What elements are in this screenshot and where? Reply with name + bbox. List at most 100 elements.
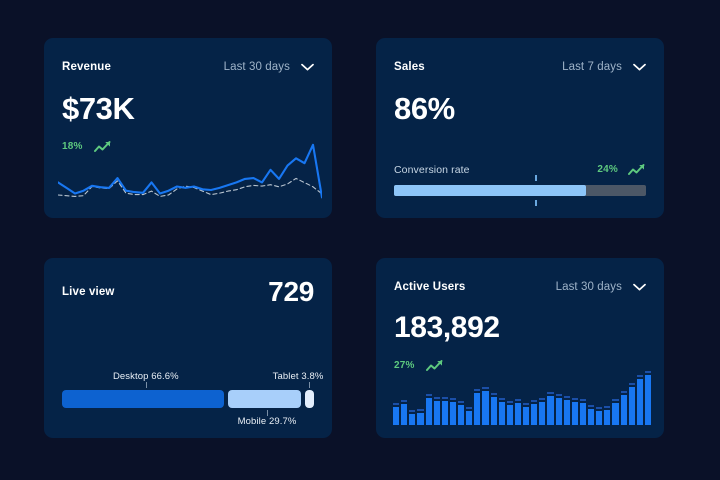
revenue-range-picker[interactable]: Last 30 days bbox=[224, 61, 314, 73]
bar-cap bbox=[409, 409, 416, 412]
bar-column bbox=[425, 367, 432, 425]
bar-column bbox=[563, 367, 570, 425]
active-users-bar-chart bbox=[393, 367, 651, 425]
bar-cap bbox=[490, 392, 497, 395]
progress-marker-bottom bbox=[535, 200, 538, 206]
trend-up-arrow-icon bbox=[628, 163, 646, 176]
progress-fill bbox=[394, 185, 586, 196]
bar-cap bbox=[482, 386, 489, 389]
bar-column bbox=[441, 367, 448, 425]
active-users-range-picker[interactable]: Last 30 days bbox=[556, 281, 646, 293]
bar-cap bbox=[514, 399, 521, 402]
traffic-segment-tick bbox=[267, 410, 269, 416]
bar-body bbox=[531, 404, 538, 425]
chevron-down-icon bbox=[301, 63, 314, 71]
revenue-card: Revenue Last 30 days $73K 18% bbox=[44, 38, 332, 218]
active-users-metric-value: 183,892 bbox=[394, 311, 500, 344]
bar-cap bbox=[563, 396, 570, 399]
trend-up-arrow-icon bbox=[425, 359, 444, 372]
bar-cap bbox=[393, 403, 400, 406]
conversion-rate-percent: 24% bbox=[597, 164, 618, 175]
revenue-card-header: Revenue Last 30 days bbox=[62, 58, 314, 76]
bar-column bbox=[523, 367, 530, 425]
conversion-rate-trend: 24% bbox=[597, 163, 646, 176]
active-users-card: Active Users Last 30 days 183,892 27% bbox=[376, 258, 664, 438]
revenue-range-label: Last 30 days bbox=[223, 61, 290, 73]
revenue-trend: 18% bbox=[62, 139, 314, 153]
bar-cap bbox=[441, 396, 448, 399]
bar-cap bbox=[588, 405, 595, 408]
bar-body bbox=[604, 410, 611, 425]
traffic-segment-label: Tablet 3.8% bbox=[272, 371, 324, 382]
bar-column bbox=[620, 367, 627, 425]
traffic-segment-label: Mobile 29.7% bbox=[237, 416, 297, 427]
traffic-split-bar bbox=[62, 390, 314, 408]
bar-column bbox=[612, 367, 619, 425]
bar-body bbox=[571, 402, 578, 425]
sales-range-picker[interactable]: Last 7 days bbox=[562, 61, 646, 73]
bar-body bbox=[555, 397, 562, 425]
bar-body bbox=[449, 402, 456, 425]
sales-card-title: Sales bbox=[394, 61, 425, 73]
bar-cap bbox=[579, 399, 586, 402]
bar-column bbox=[506, 367, 513, 425]
bar-body bbox=[636, 379, 643, 425]
revenue-metric-value: $73K bbox=[62, 91, 135, 126]
traffic-segment[interactable] bbox=[228, 390, 301, 408]
conversion-rate-progress-bar[interactable] bbox=[394, 175, 646, 206]
bar-cap bbox=[612, 399, 619, 402]
bar-column bbox=[474, 367, 481, 425]
bar-cap bbox=[417, 408, 424, 411]
chevron-down-icon bbox=[633, 63, 646, 71]
bar-cap bbox=[547, 391, 554, 394]
traffic-segment[interactable] bbox=[304, 390, 314, 408]
bar-cap bbox=[555, 393, 562, 396]
revenue-card-title: Revenue bbox=[62, 61, 111, 73]
bar-cap bbox=[425, 393, 432, 396]
live-view-card-title: Live view bbox=[62, 286, 115, 298]
active-users-card-title: Active Users bbox=[394, 281, 466, 293]
bar-column bbox=[636, 367, 643, 425]
bar-cap bbox=[449, 398, 456, 401]
bar-column bbox=[547, 367, 554, 425]
bar-body bbox=[644, 375, 651, 425]
live-view-card: Live view 729 Desktop 66.6% Mobile 29.7% T… bbox=[44, 258, 332, 438]
bar-column bbox=[409, 367, 416, 425]
bar-column bbox=[588, 367, 595, 425]
traffic-segment[interactable] bbox=[62, 390, 225, 408]
sales-card-header: Sales Last 7 days bbox=[394, 58, 646, 76]
conversion-rate-row: Conversion rate 24% bbox=[394, 163, 646, 176]
traffic-segment-tick bbox=[145, 382, 147, 388]
bar-column bbox=[466, 367, 473, 425]
bar-cap bbox=[636, 375, 643, 378]
progress-marker-top bbox=[535, 175, 538, 181]
bar-body bbox=[588, 409, 595, 425]
bar-column bbox=[571, 367, 578, 425]
bar-cap bbox=[498, 398, 505, 401]
bar-body bbox=[458, 405, 465, 425]
bar-cap bbox=[466, 407, 473, 410]
bar-body bbox=[514, 403, 521, 425]
bar-body bbox=[628, 386, 635, 425]
bar-body bbox=[523, 406, 530, 425]
trend-up-arrow-icon bbox=[93, 140, 112, 153]
bar-body bbox=[596, 411, 603, 425]
bar-column bbox=[644, 367, 651, 425]
traffic-segment-tick bbox=[309, 382, 311, 388]
bar-column bbox=[449, 367, 456, 425]
bar-column bbox=[490, 367, 497, 425]
bar-column bbox=[555, 367, 562, 425]
sales-card: Sales Last 7 days 86% Conversion rate 24… bbox=[376, 38, 664, 218]
bar-cap bbox=[401, 400, 408, 403]
bar-body bbox=[547, 395, 554, 425]
active-users-trend: 27% bbox=[394, 358, 646, 372]
bar-body bbox=[490, 396, 497, 425]
bar-column bbox=[401, 367, 408, 425]
live-view-card-header: Live view 729 bbox=[62, 278, 314, 306]
bar-body bbox=[409, 413, 416, 425]
active-users-range-label: Last 30 days bbox=[555, 281, 622, 293]
bar-body bbox=[401, 404, 408, 425]
revenue-sparkline-chart bbox=[58, 140, 322, 206]
bar-body bbox=[433, 401, 440, 425]
